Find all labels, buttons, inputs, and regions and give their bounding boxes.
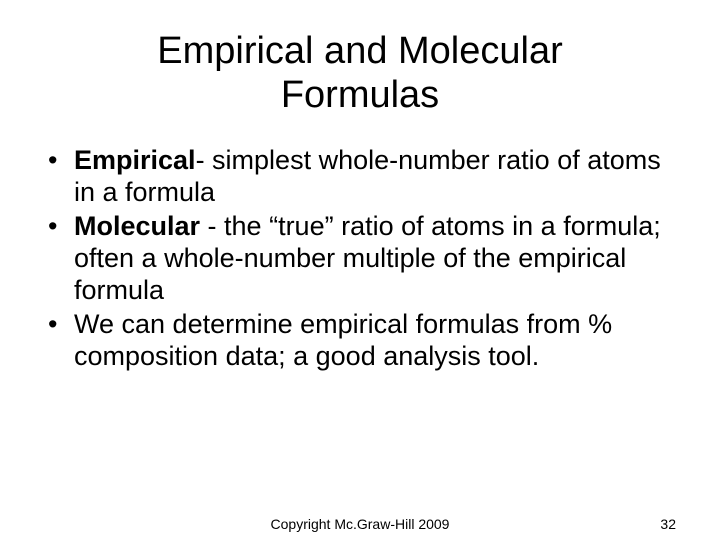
bullet-item: Molecular - the “true” ratio of atoms in… (74, 211, 680, 307)
slide: Empirical and Molecular Formulas Empiric… (0, 0, 720, 540)
bullet-bold: Empirical (74, 145, 196, 175)
title-line-2: Formulas (281, 74, 439, 116)
copyright-text: Copyright Mc.Graw-Hill 2009 (271, 516, 450, 532)
title-line-1: Empirical and Molecular (157, 30, 563, 72)
slide-title: Empirical and Molecular Formulas (40, 30, 680, 117)
bullet-list: Empirical- simplest whole-number ratio o… (40, 145, 680, 372)
bullet-text: We can determine empirical formulas from… (74, 309, 612, 371)
bullet-bold: Molecular (74, 211, 200, 241)
bullet-item: We can determine empirical formulas from… (74, 309, 680, 373)
bullet-item: Empirical- simplest whole-number ratio o… (74, 145, 680, 209)
page-number: 32 (660, 516, 676, 532)
